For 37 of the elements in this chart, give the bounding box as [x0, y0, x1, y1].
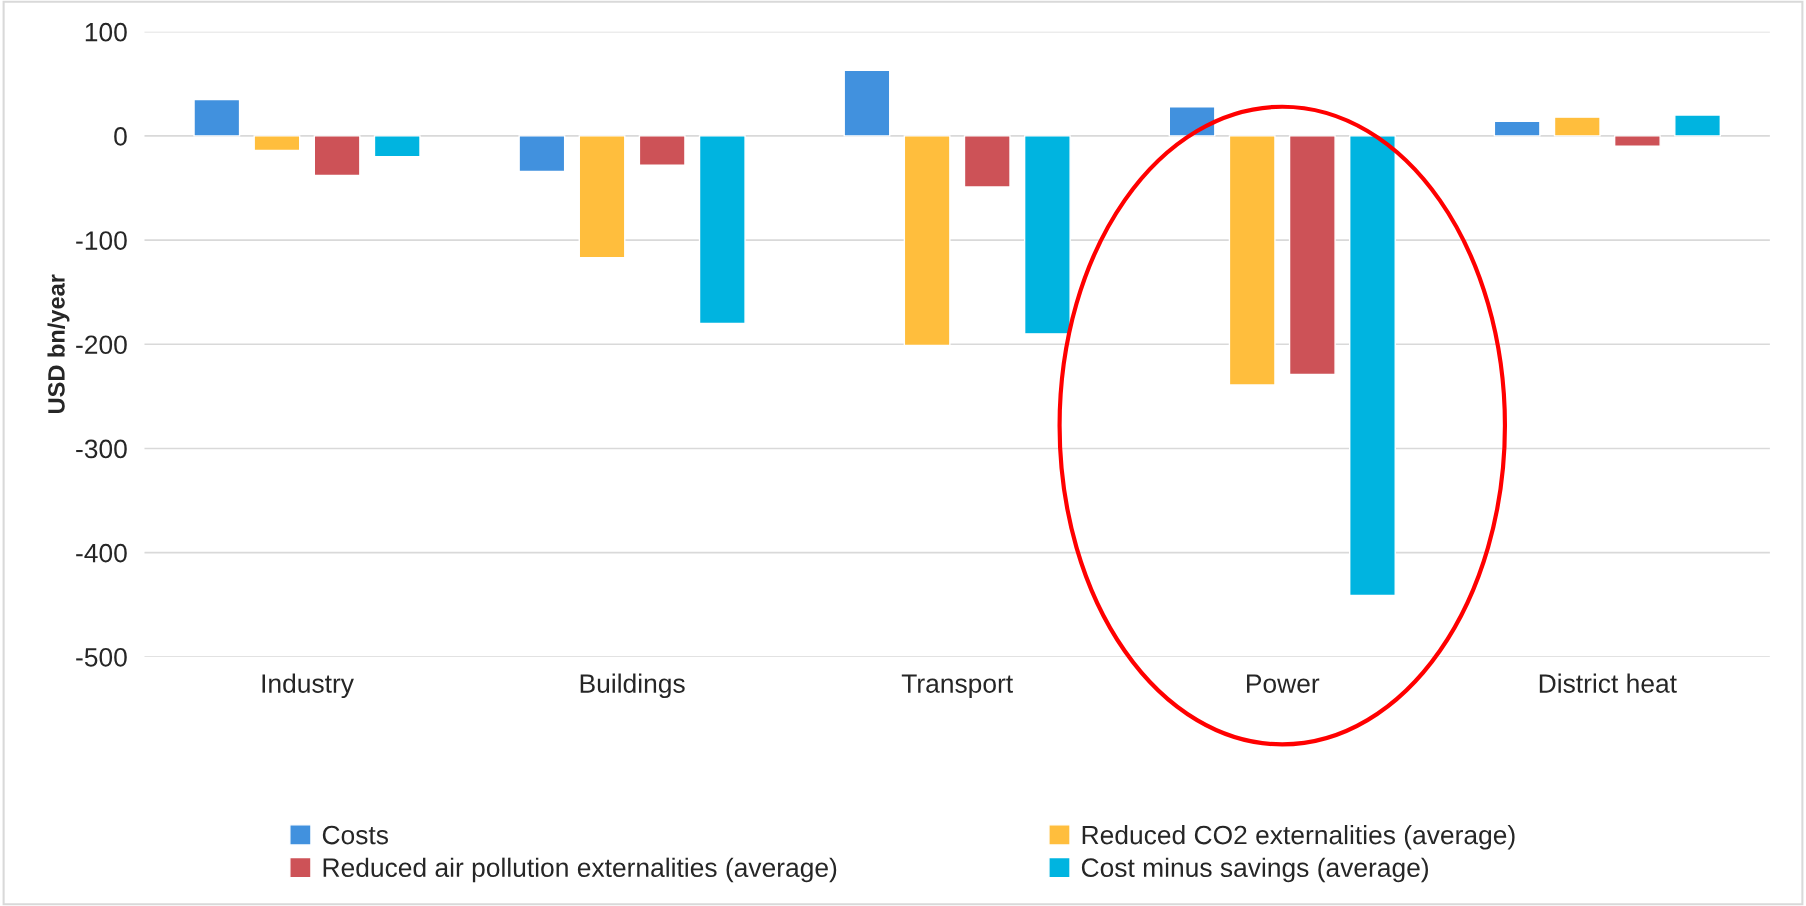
bar [1493, 120, 1541, 137]
y-tick-label: -400 [76, 543, 127, 563]
x-tick-label: Power [1247, 674, 1320, 693]
bar [638, 135, 686, 166]
bar [1288, 135, 1336, 376]
x-tick-label: Transport [901, 674, 1013, 699]
bar [963, 135, 1011, 188]
y-tick-label: 0 [114, 127, 127, 146]
y-tick-label: -100 [76, 231, 127, 250]
legend-label: Cost minus savings (average) [1081, 857, 1428, 883]
bar [1613, 135, 1661, 148]
bar [698, 135, 746, 325]
bar [578, 135, 626, 259]
y-tick-label: -200 [76, 335, 127, 355]
bar [518, 135, 566, 173]
y-tick-label: -500 [76, 647, 127, 667]
bar [373, 135, 421, 158]
bar [253, 135, 301, 152]
x-tick-label: Buildings [580, 673, 685, 699]
x-tick-label: District heat [1539, 673, 1677, 693]
bar [843, 69, 891, 137]
legend-label: Reduced CO2 externalities (average) [1082, 824, 1515, 850]
bar [1553, 116, 1601, 137]
bar [1023, 135, 1071, 335]
y-axis-title: USD bn/year [47, 274, 70, 414]
legend-label: Costs [322, 825, 388, 845]
bar [1228, 135, 1276, 386]
bar [193, 98, 241, 137]
bar [1349, 135, 1396, 597]
legend-label: Reduced air pollution externalities (average) [323, 857, 837, 883]
bar [903, 135, 951, 347]
bar [1674, 114, 1722, 137]
bar [313, 135, 361, 177]
x-tick-label: Industry [262, 673, 354, 699]
y-tick-label: -300 [76, 439, 127, 459]
bar [1168, 106, 1216, 137]
y-tick-label: 100 [85, 22, 127, 42]
